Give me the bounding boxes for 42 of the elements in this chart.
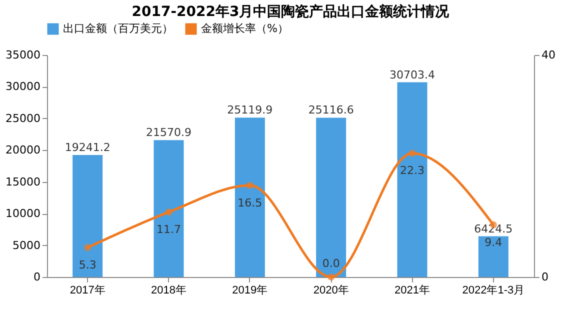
data-label: 21570.9 — [146, 126, 192, 140]
point — [165, 208, 172, 216]
data-label: 16.5 — [238, 196, 262, 210]
bar — [154, 140, 184, 277]
y-tick-label: 25000 — [6, 112, 40, 125]
y-tick-label: 10000 — [6, 207, 40, 220]
point — [328, 273, 335, 281]
y-tick-label: 0 — [34, 270, 40, 284]
y-tick-label: 5000 — [12, 238, 40, 252]
bar — [234, 118, 265, 277]
data-label: 0.0 — [322, 257, 340, 270]
data-label: 22.3 — [400, 164, 424, 178]
y-tick-label: 35000 — [6, 48, 40, 62]
data-label: 25116.6 — [308, 104, 354, 117]
legend-label: 金额增长率（%） — [201, 22, 288, 35]
y2-tick-label: 0 — [542, 270, 548, 284]
x-tick-label: 2018年 — [151, 284, 186, 296]
data-label: 25119.9 — [227, 104, 273, 117]
data-label: 6424.5 — [474, 222, 513, 236]
x-tick-label: 2017年 — [70, 284, 106, 296]
legend-label: 出口金额（百万美元） — [63, 22, 173, 35]
data-label: 11.7 — [156, 223, 181, 236]
y2-tick-label: 40 — [542, 48, 556, 62]
point — [84, 244, 92, 252]
bar — [316, 118, 346, 277]
data-label: 19241.2 — [64, 140, 110, 154]
x-tick-label: 2022年1-3月 — [462, 284, 525, 296]
x-tick-label: 2020年 — [313, 284, 349, 296]
x-tick-label: 2021年 — [394, 284, 430, 296]
data-label: 9.4 — [484, 236, 502, 249]
y-tick-label: 15000 — [6, 175, 40, 188]
point — [246, 182, 254, 189]
bar — [478, 236, 508, 277]
y-tick-label: 30000 — [6, 80, 40, 94]
bar — [72, 154, 103, 277]
point — [408, 150, 416, 157]
chart-title: 2017-2022年3月中国陶瓷产品出口金额统计情况 — [132, 3, 450, 20]
bar — [397, 82, 428, 277]
data-label: 30703.4 — [390, 68, 435, 82]
data-label: 5.3 — [78, 258, 96, 272]
x-tick-label: 2019年 — [232, 284, 268, 296]
y-tick-label: 20000 — [6, 144, 40, 157]
